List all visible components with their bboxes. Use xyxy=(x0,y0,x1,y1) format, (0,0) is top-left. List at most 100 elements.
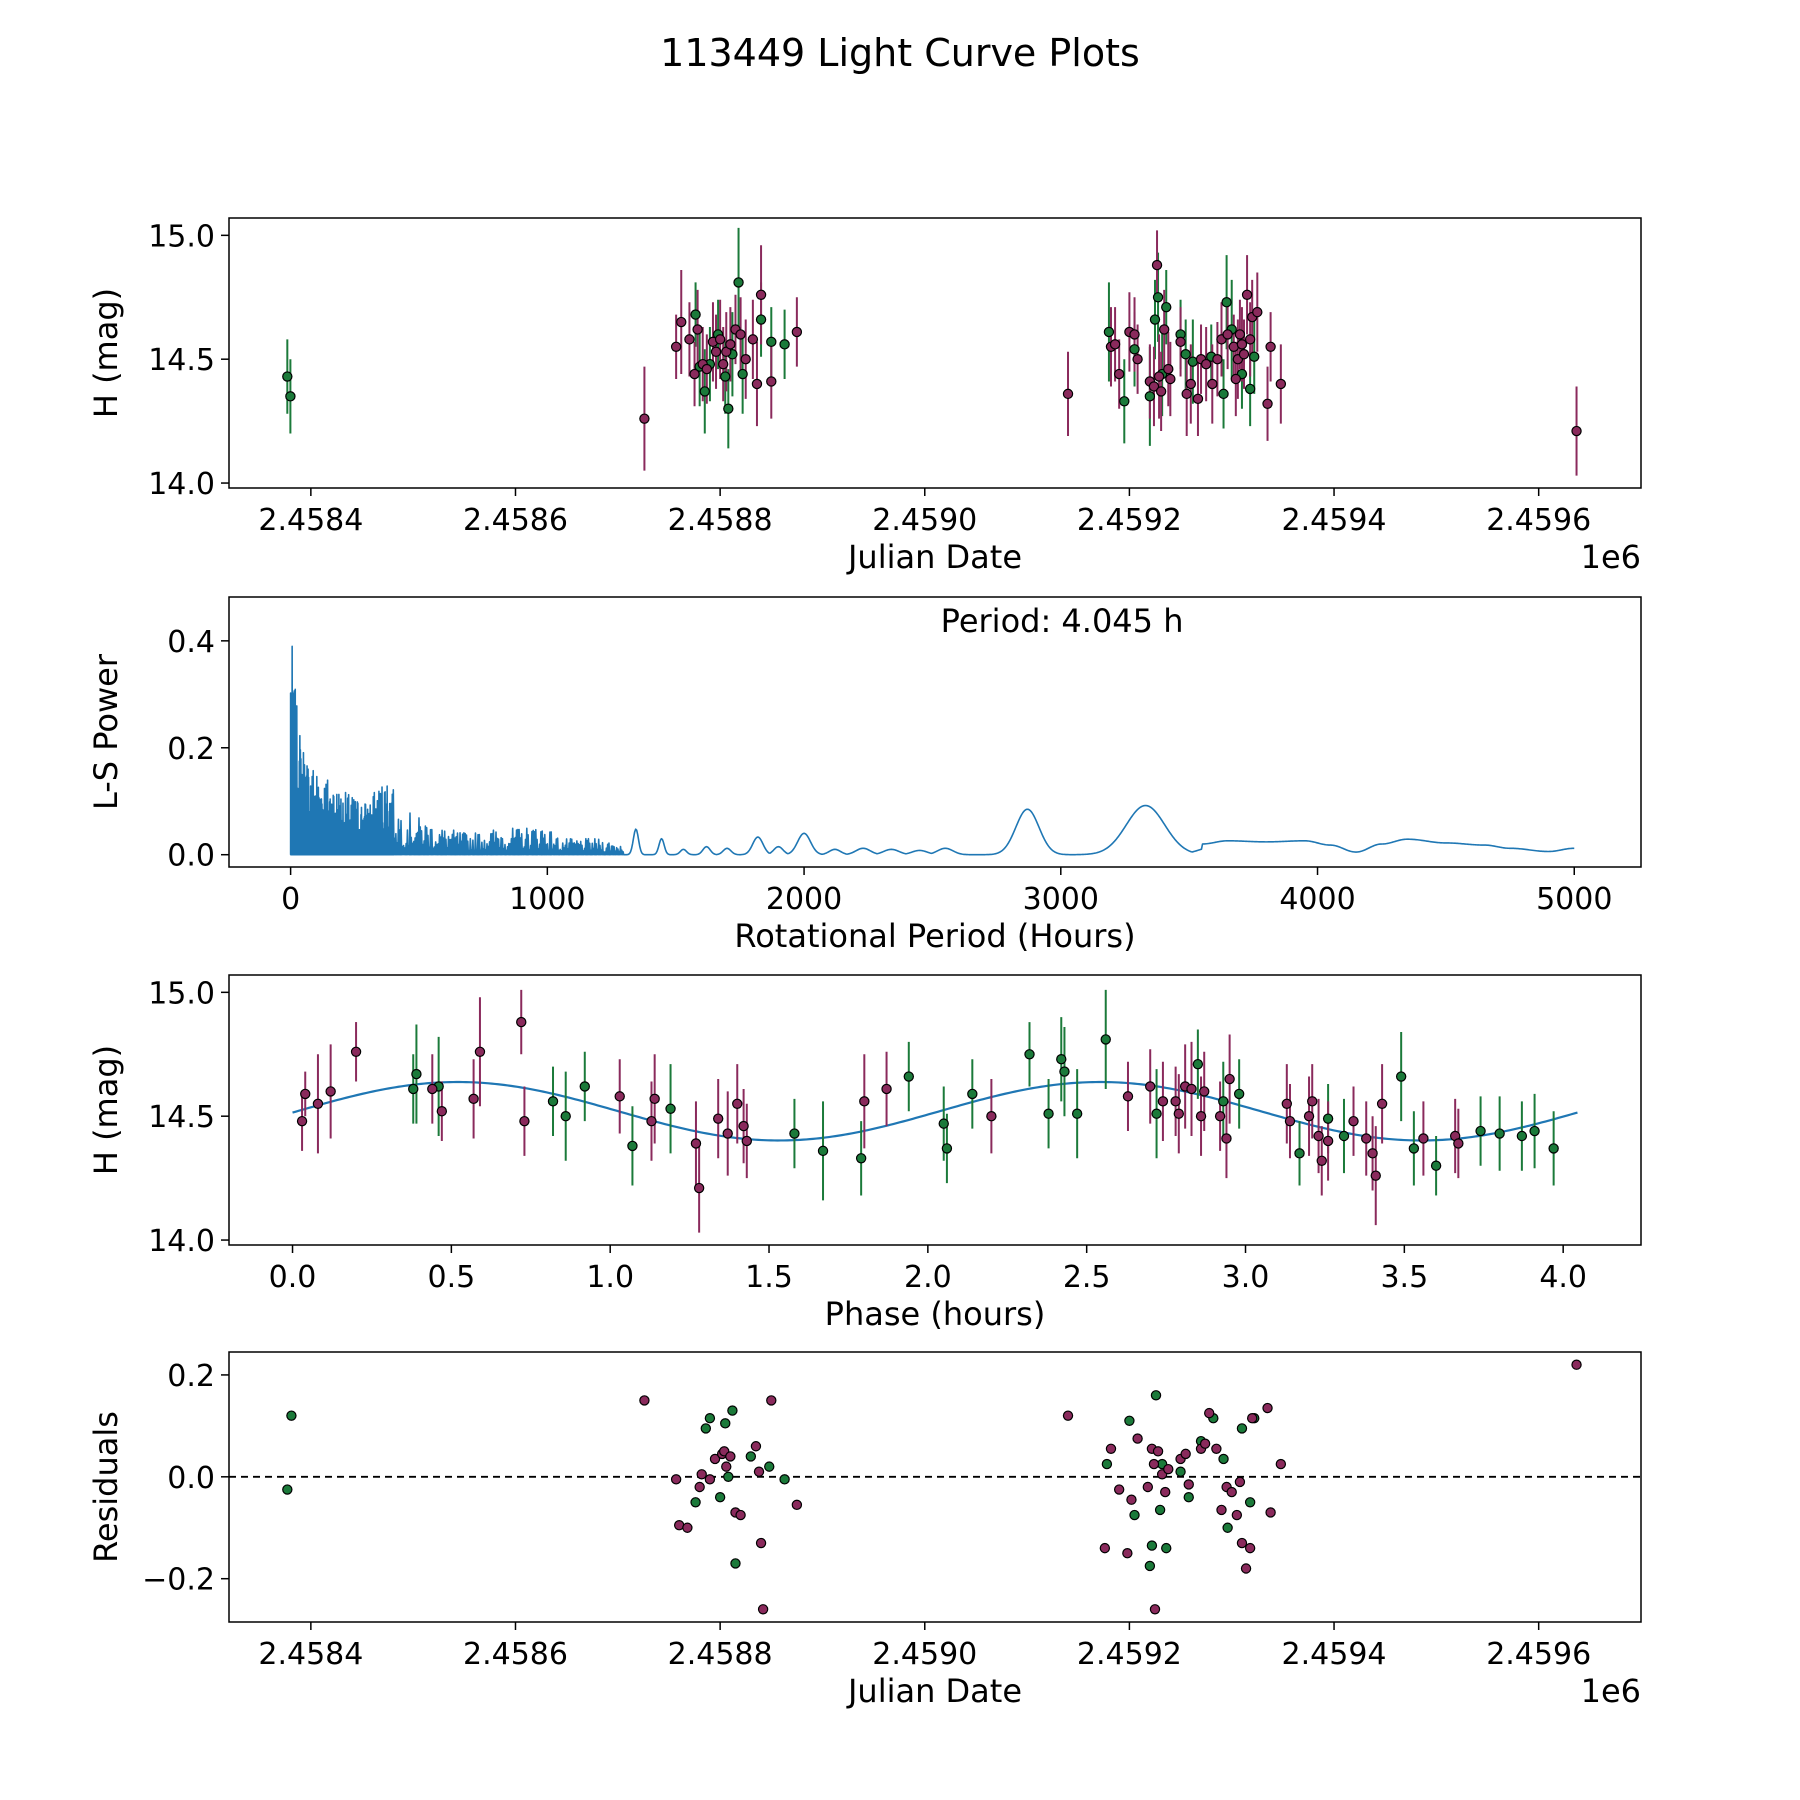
data-point xyxy=(670,1474,682,1485)
data-point xyxy=(1113,368,1125,380)
data-point xyxy=(1122,1548,1133,1559)
data-point xyxy=(1284,1115,1296,1127)
data-point xyxy=(967,1088,978,1100)
data-point xyxy=(296,1115,308,1127)
data-point xyxy=(1101,1458,1113,1470)
data-point xyxy=(1234,1476,1246,1488)
data-point xyxy=(639,413,650,424)
data-point xyxy=(516,1016,527,1028)
data-point xyxy=(737,368,748,380)
data-point xyxy=(1056,1054,1067,1065)
data-point xyxy=(1180,1448,1191,1460)
data-point xyxy=(699,386,710,397)
data-point xyxy=(682,1522,693,1533)
data-point xyxy=(1183,1479,1194,1490)
data-point xyxy=(1105,1443,1117,1454)
data-point xyxy=(1262,1402,1273,1414)
data-point xyxy=(684,334,695,345)
y-axis-label: Residuals xyxy=(87,1411,125,1563)
data-point xyxy=(720,371,731,382)
data-point xyxy=(718,358,729,370)
data-point xyxy=(791,1499,803,1511)
data-point xyxy=(1160,1486,1171,1498)
data-point xyxy=(1199,1438,1211,1449)
plot-frame xyxy=(228,596,1642,868)
data-point xyxy=(646,1115,657,1127)
data-point xyxy=(1221,297,1232,308)
data-point xyxy=(1233,1088,1245,1100)
x-tick-label: 1000 xyxy=(509,882,585,917)
data-point xyxy=(1109,339,1121,350)
data-point xyxy=(1222,1522,1233,1533)
data-point xyxy=(1173,1108,1185,1119)
data-point xyxy=(1313,1130,1324,1142)
y-axis-label: L-S Power xyxy=(87,653,125,810)
data-point xyxy=(741,1135,752,1147)
data-point xyxy=(1199,1086,1210,1097)
data-point xyxy=(1252,306,1263,318)
data-point xyxy=(1152,1446,1164,1457)
data-point xyxy=(1307,1096,1318,1107)
data-point xyxy=(1212,353,1223,365)
data-point xyxy=(1122,1091,1134,1102)
y-tick-label: 0.0 xyxy=(167,1461,215,1496)
data-point xyxy=(1218,1096,1229,1107)
data-point xyxy=(725,339,736,350)
y-tick-label: 0.4 xyxy=(167,625,215,660)
data-point xyxy=(710,346,722,357)
data-point xyxy=(1214,1110,1226,1122)
data-point xyxy=(740,353,751,365)
data-point xyxy=(881,1083,892,1095)
data-point xyxy=(817,1145,829,1157)
data-point xyxy=(1294,1148,1305,1159)
data-point xyxy=(789,1128,800,1139)
data-point xyxy=(1161,1542,1172,1554)
data-point xyxy=(701,363,713,375)
y-axis-label: H (mag) xyxy=(87,1045,125,1175)
model-curve xyxy=(292,1080,1578,1142)
data-point xyxy=(791,326,803,338)
data-point xyxy=(704,1413,716,1424)
panel-phase: 0.0 0.5 1.0 1.5 2.0 2.5 3.0 3.5 4.0 14.0 14.5 15.0 P… xyxy=(87,974,1642,1333)
data-point xyxy=(732,1098,743,1110)
data-point xyxy=(614,1091,625,1102)
data-point xyxy=(692,324,703,335)
x-tick-label: 4000 xyxy=(1279,882,1355,917)
data-point xyxy=(1224,1073,1235,1085)
periodogram-line xyxy=(289,645,1575,856)
y-tick-label: 14.5 xyxy=(148,343,215,378)
data-point xyxy=(1170,1096,1181,1107)
data-point xyxy=(1062,388,1074,400)
data-point xyxy=(436,1106,448,1117)
x-tick-label: 2000 xyxy=(766,882,842,917)
data-point xyxy=(1129,329,1140,340)
data-point xyxy=(1152,292,1164,303)
data-point xyxy=(1043,1108,1054,1119)
data-point xyxy=(1100,1034,1111,1045)
data-point xyxy=(1119,396,1130,407)
data-point xyxy=(1144,391,1156,402)
data-point xyxy=(1207,378,1218,390)
data-point xyxy=(721,1461,732,1472)
data-point xyxy=(1249,351,1260,362)
data-point xyxy=(1348,1115,1359,1127)
data-point xyxy=(1180,349,1191,360)
data-point xyxy=(696,1469,707,1480)
x-tick-label: 2.4588 xyxy=(668,503,773,538)
data-point xyxy=(285,391,296,402)
data-point xyxy=(1322,1135,1334,1147)
data-point xyxy=(938,1118,949,1129)
x-tick-label: 1.0 xyxy=(586,1260,634,1295)
data-point xyxy=(1113,1484,1125,1495)
x-offset-label: 1e6 xyxy=(1581,1672,1641,1710)
data-point xyxy=(714,1491,726,1503)
x-tick-label: 3.5 xyxy=(1380,1260,1428,1295)
data-point xyxy=(1218,1453,1229,1465)
data-point xyxy=(1262,398,1273,409)
plot-frame xyxy=(228,1351,1642,1623)
data-point xyxy=(350,1046,362,1057)
data-point xyxy=(1516,1130,1528,1142)
data-point xyxy=(1226,1486,1237,1498)
data-point xyxy=(1129,344,1140,355)
